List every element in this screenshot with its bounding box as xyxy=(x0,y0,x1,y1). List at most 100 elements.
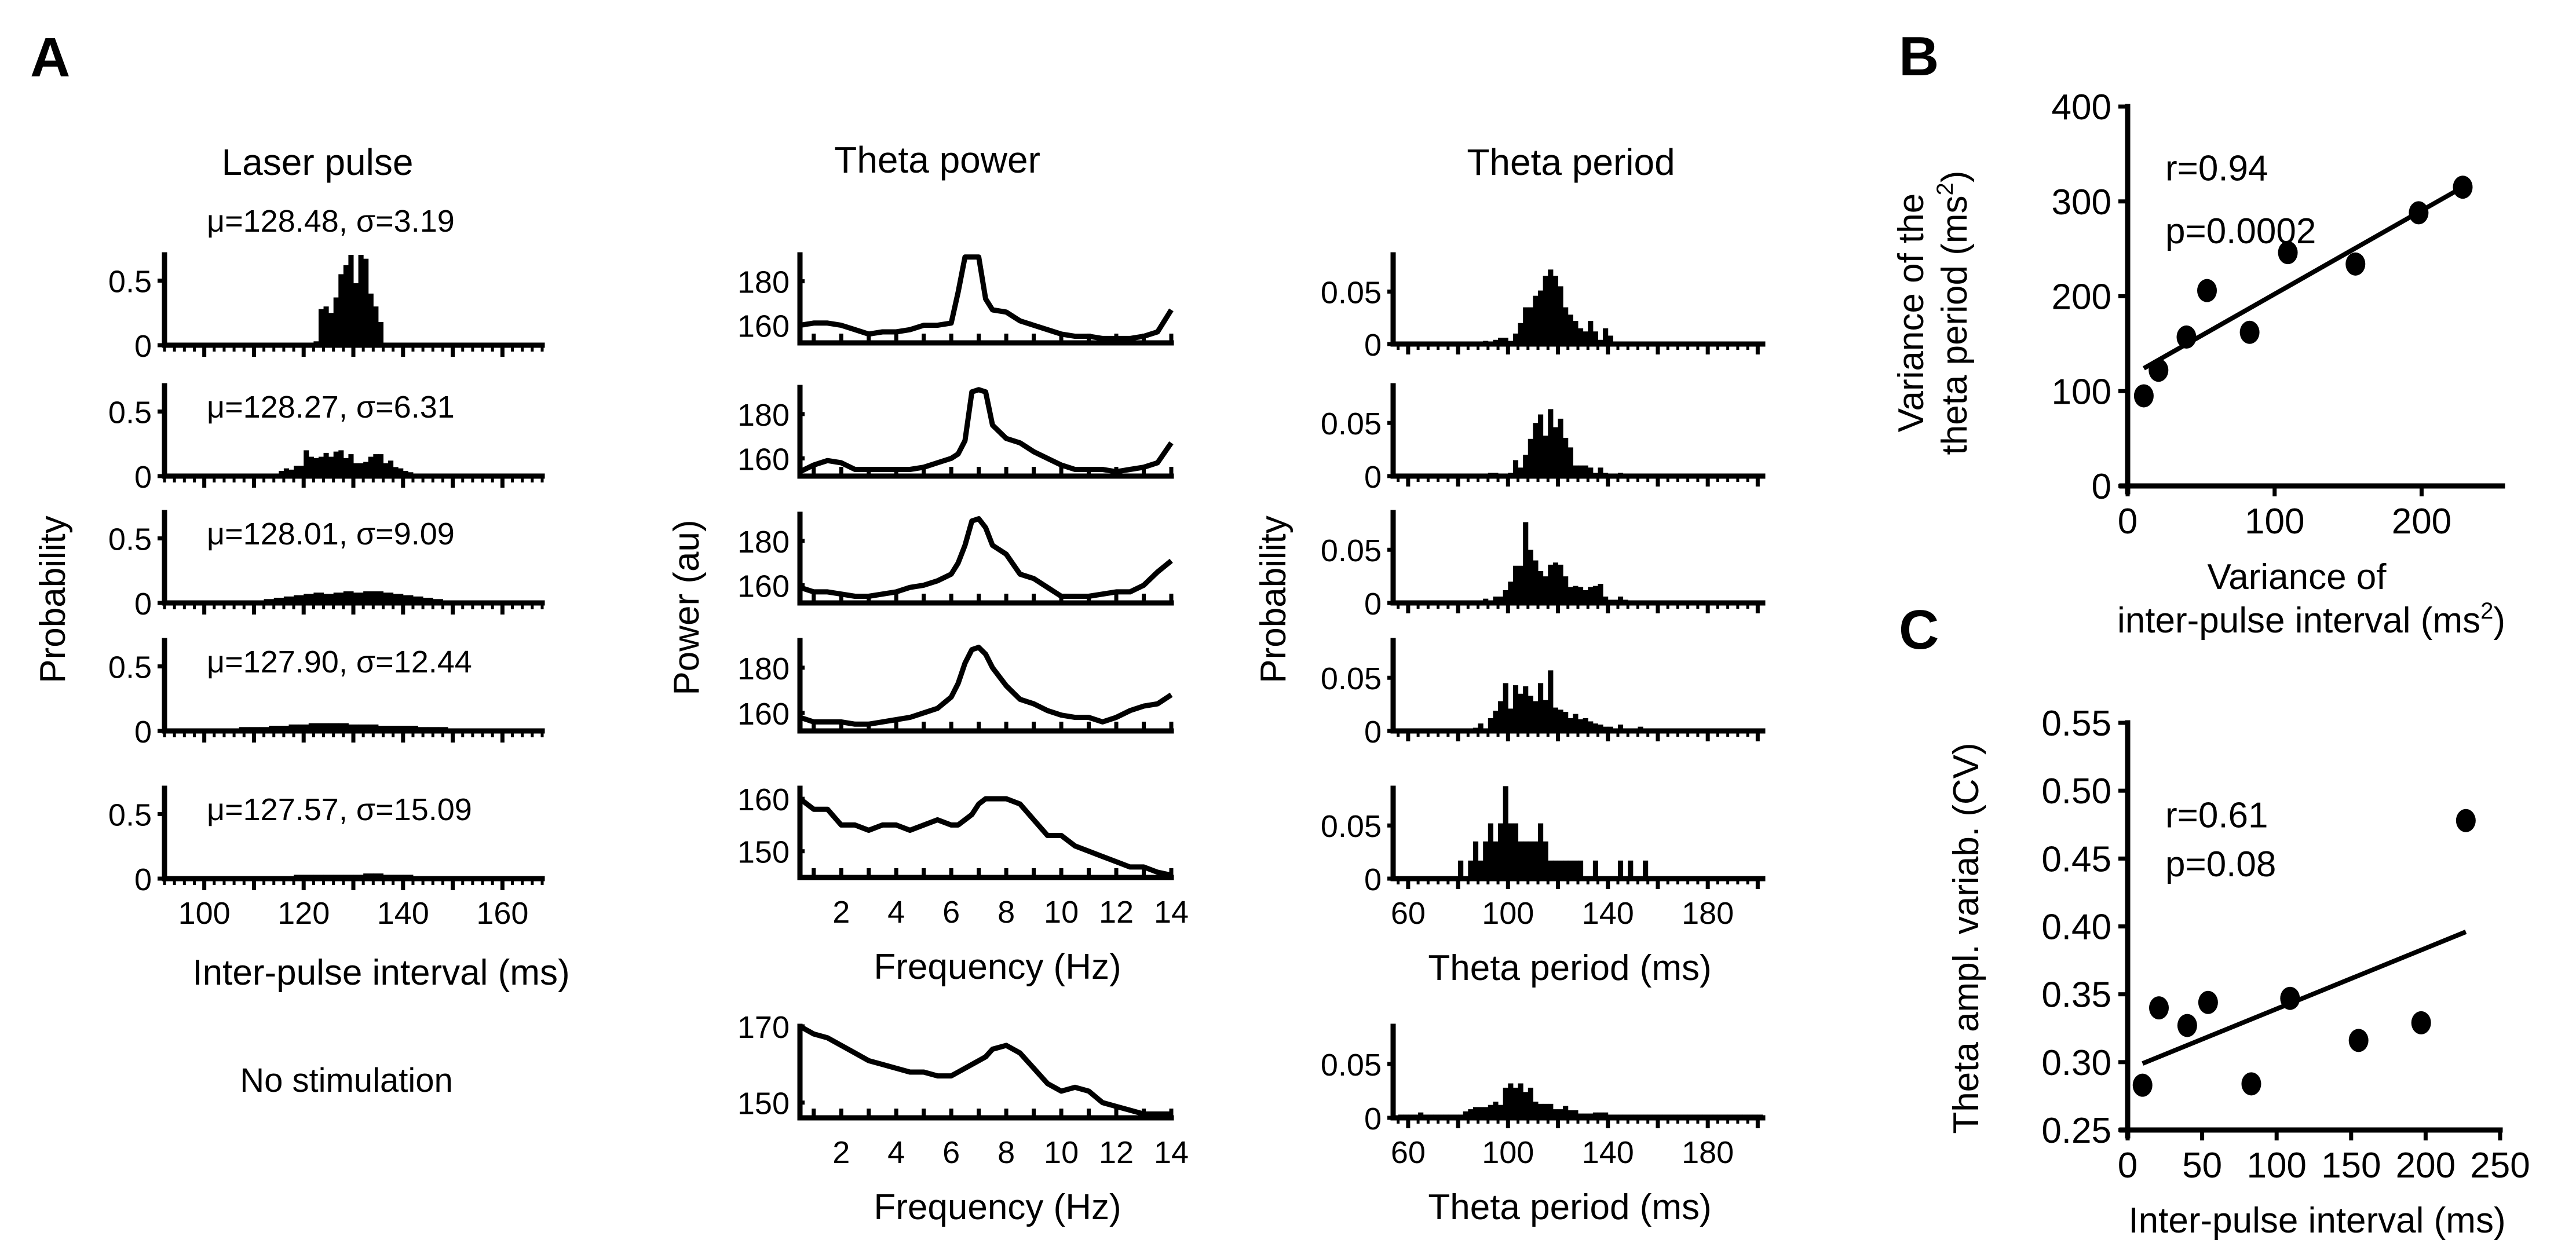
y-tick-label: 180 xyxy=(737,525,790,559)
histogram-bar xyxy=(1548,860,1554,879)
histogram-bar xyxy=(1418,1112,1424,1118)
period-histogram-2: 00.05 xyxy=(1321,383,1766,495)
x-axis-label: Theta period (ms) xyxy=(1428,948,1711,988)
regression-line xyxy=(2142,185,2464,371)
spectrum-line xyxy=(798,796,1172,878)
laser-histogram-4: 0 0.5 μ=127.90, σ=12.44 xyxy=(108,638,545,749)
y-tick-label: 0.5 xyxy=(108,396,152,430)
histogram-bar xyxy=(1588,321,1594,344)
histogram-bar xyxy=(283,468,289,476)
x-tick-label: 120 xyxy=(277,896,330,931)
laser-histogram-3: 0 0.5 μ=128.01, σ=9.09 xyxy=(108,510,545,621)
y-tick-label: 180 xyxy=(737,265,790,300)
histogram-bar xyxy=(318,309,324,345)
y-tick-label: 0.05 xyxy=(1321,533,1382,568)
y-tick-label: 0 xyxy=(134,587,152,621)
histogram-bar xyxy=(1518,693,1523,731)
y-axis-label: Probability xyxy=(1254,515,1294,683)
y-tick-label: 170 xyxy=(737,1010,790,1045)
y-tick-label: 0.05 xyxy=(1321,407,1382,441)
x-tick-label: 150 xyxy=(2321,1146,2381,1186)
laser-pulse-title: Laser pulse xyxy=(222,141,414,183)
histogram-bar xyxy=(378,454,383,476)
histogram-bar xyxy=(368,456,374,476)
histogram-bar xyxy=(1563,1106,1569,1118)
x-tick-label: 100 xyxy=(2245,502,2304,542)
histogram-bar xyxy=(1483,1107,1489,1118)
y-tick-label: 0.5 xyxy=(108,265,152,299)
y-tick-label: 0.55 xyxy=(2041,704,2111,744)
histogram-bar xyxy=(1533,841,1539,879)
histogram-bar xyxy=(1573,714,1579,731)
x-tick-label: 4 xyxy=(887,895,905,930)
histogram-bar xyxy=(1548,409,1554,476)
histogram-bar xyxy=(1488,718,1493,731)
x-tick-label: 0 xyxy=(2118,1146,2137,1186)
histogram-bar xyxy=(1528,307,1533,344)
data-point xyxy=(2409,201,2429,225)
histogram-bar xyxy=(1523,686,1529,731)
histogram-bar xyxy=(1643,860,1649,879)
histogram-bar xyxy=(1518,565,1523,603)
histogram-bar xyxy=(1583,465,1588,476)
y-tick-label: 160 xyxy=(737,309,790,344)
histogram-bar xyxy=(348,454,354,476)
x-tick-label: 6 xyxy=(942,895,960,930)
histogram-bar xyxy=(1533,701,1539,731)
histogram-bar xyxy=(1478,1107,1484,1118)
histogram-bar xyxy=(1558,860,1563,879)
y-tick-label: 0.05 xyxy=(1321,275,1382,310)
data-point xyxy=(2453,175,2473,199)
histogram-bar xyxy=(1567,1110,1573,1118)
y-tick-label: 0.5 xyxy=(108,798,152,833)
histogram-bar xyxy=(1543,841,1548,879)
histogram-bar xyxy=(1533,423,1539,476)
x-axis-label: Inter-pulse interval (ms) xyxy=(192,953,569,993)
histogram-bar xyxy=(1503,1087,1508,1118)
histogram-bar xyxy=(373,306,379,345)
x-tick-label: 200 xyxy=(2392,502,2451,542)
histogram-bar xyxy=(294,466,299,476)
y-tick-label: 400 xyxy=(2052,87,2111,127)
histogram-bar xyxy=(1538,414,1544,476)
histogram-bar xyxy=(1573,586,1579,603)
histogram-bar xyxy=(1518,1083,1523,1118)
histogram-bar xyxy=(1523,522,1529,603)
y-tick-label: 160 xyxy=(737,697,790,732)
histogram-bar xyxy=(1592,1112,1598,1118)
data-point xyxy=(2278,241,2298,265)
histogram-bar xyxy=(1508,708,1514,731)
x-tick-label: 10 xyxy=(1044,1135,1079,1170)
histogram-bar xyxy=(383,463,389,476)
histogram-bar xyxy=(1472,841,1479,879)
histogram-bar xyxy=(1548,1103,1554,1118)
histogram-bar xyxy=(368,724,379,731)
histogram-bar xyxy=(1583,590,1588,603)
histogram-bar xyxy=(1488,1105,1493,1118)
histogram-bar xyxy=(1508,1083,1514,1118)
histogram-bar xyxy=(1512,823,1519,879)
histogram-bar xyxy=(1592,586,1598,603)
histogram-bar xyxy=(1558,564,1563,603)
y-tick-label: 0.25 xyxy=(2041,1111,2111,1151)
x-tick-label: 180 xyxy=(1682,1135,1734,1170)
histogram-bar xyxy=(1558,286,1563,344)
histogram-bar xyxy=(1508,582,1514,603)
period-histogram-4: 00.05 xyxy=(1321,638,1766,749)
y-tick-label: 150 xyxy=(737,1087,790,1121)
spectrum-line xyxy=(799,645,1173,727)
histogram-bar xyxy=(333,451,339,476)
histogram-bar xyxy=(333,297,339,345)
data-point xyxy=(2132,1073,2153,1097)
panel-letter-a: A xyxy=(30,27,70,89)
power-spectrum-6: 150 170 2 4 6 8 10 12 14 Frequency (Hz) xyxy=(737,1010,1189,1227)
y-tick-label: 0.5 xyxy=(108,522,152,557)
x-tick-label: 100 xyxy=(1482,896,1534,931)
histogram-bar xyxy=(1483,841,1489,879)
histogram-bar xyxy=(1538,571,1544,603)
y-tick-label: 300 xyxy=(2052,182,2111,222)
histogram-bar xyxy=(1563,307,1569,344)
histogram-bar xyxy=(288,469,294,476)
y-axis-label: Theta ampl. variab. (CV) xyxy=(1946,743,1986,1133)
